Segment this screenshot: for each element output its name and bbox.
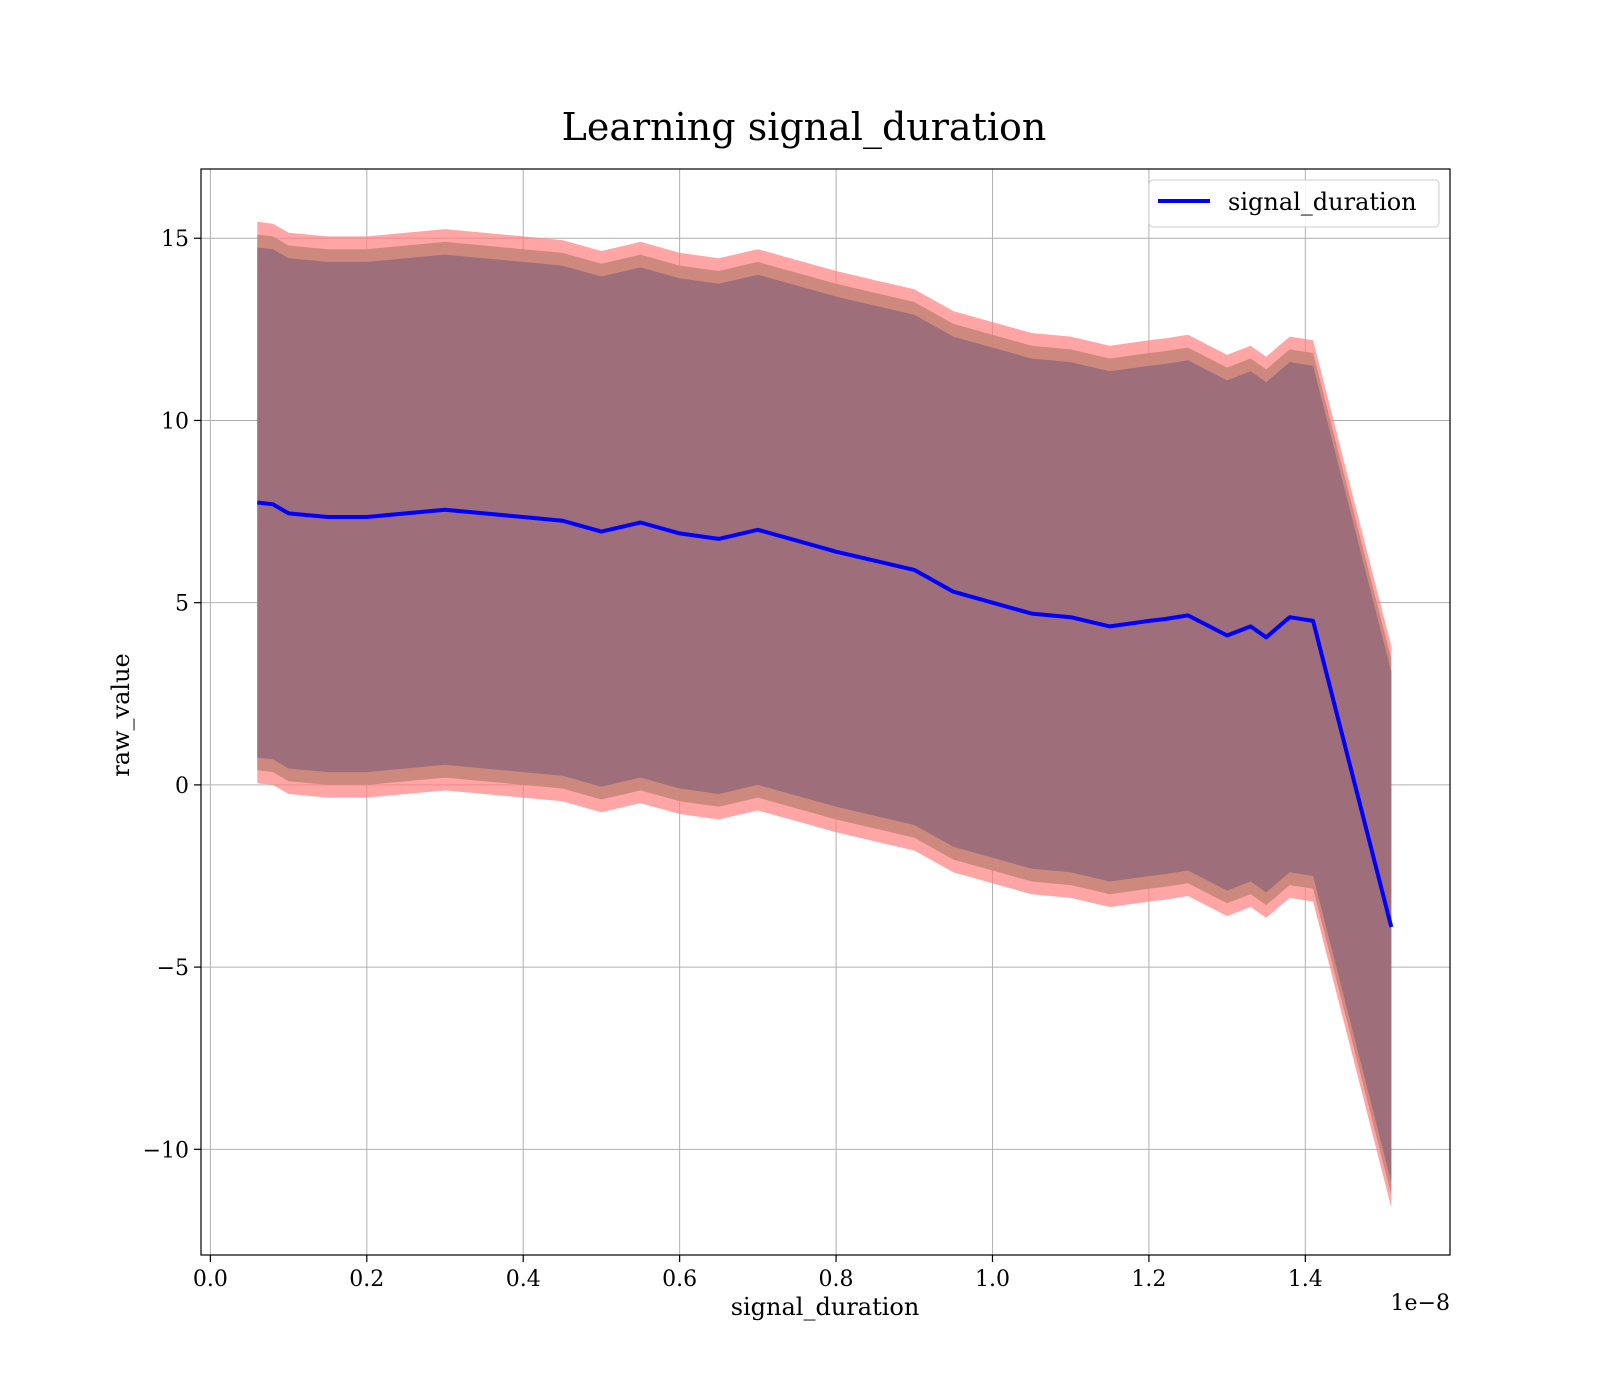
x-tick-label: 1.2 [1131, 1267, 1166, 1292]
x-tick-label: 0.8 [819, 1267, 854, 1292]
y-axis-label: raw_value [107, 653, 135, 777]
y-tick-label: 10 [161, 409, 189, 434]
line-layer [257, 500, 1394, 928]
legend-box [1148, 179, 1440, 228]
x-axis-label: signal_duration [731, 1293, 920, 1321]
y-tick-label: −5 [157, 956, 189, 981]
chart-title: Learning signal_duration [562, 105, 1047, 150]
y-tick-label: 5 [175, 592, 189, 617]
x-tick-label: 0.2 [349, 1267, 384, 1292]
tick-layer: 0.0 0.2 0.4 0.6 0.8 1.0 1.2 1.4 −10 −5 0 5 10 15 [143, 227, 1323, 1292]
band-inner [257, 247, 1392, 1183]
series-line-signal-duration [257, 500, 1394, 928]
y-tick-label: 15 [161, 227, 189, 252]
x-tick-label: 0.6 [662, 1267, 697, 1292]
x-tick-label: 0.4 [506, 1267, 541, 1292]
x-tick-label: 1.0 [975, 1267, 1010, 1292]
x-tick-label: 0.0 [193, 1267, 228, 1292]
legend-label: signal_duration [1228, 188, 1417, 216]
plot-frame [200, 168, 1451, 1256]
legend: signal_duration [1148, 179, 1440, 228]
x-tick-label: 1.4 [1288, 1267, 1323, 1292]
x-offset-label: 1e−8 [1391, 1291, 1450, 1316]
y-tick-label: −10 [143, 1138, 189, 1163]
y-tick-label: 0 [175, 774, 189, 799]
band-layer [257, 221, 1392, 1208]
